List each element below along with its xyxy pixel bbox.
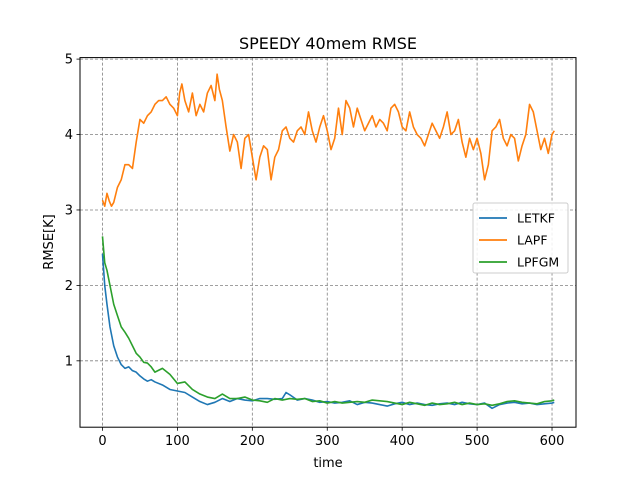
x-axis: 0 100 200 300 400 500 600 [98,427,564,449]
series-line-letkf [101,253,555,410]
x-axis-label: time [313,456,342,471]
x-tick-label: 200 [240,434,265,449]
x-tick-label: 0 [98,434,106,449]
y-axis: 1 2 3 4 5 [65,53,80,369]
legend: LETKF LAPF LPFGM [472,202,569,274]
grid [80,57,576,428]
x-tick-label: 100 [165,434,190,449]
plot-frame [79,57,577,428]
legend-label-lapf: LAPF [517,233,548,248]
y-tick-label: 1 [65,354,73,369]
series-group [101,73,555,410]
y-tick-label: 2 [65,279,73,294]
chart-title: SPEEDY 40mem RMSE [239,34,417,53]
y-tick-label: 3 [65,203,73,218]
legend-label-lpfgm: LPFGM [517,255,559,270]
series-line-lapf [101,73,555,207]
x-tick-label: 500 [465,434,490,449]
y-tick-label: 5 [65,53,73,68]
y-axis-label: RMSE[K] [42,214,57,269]
legend-box [472,202,569,274]
y-tick-label: 4 [65,128,73,143]
legend-label-letkf: LETKF [517,211,555,226]
series-line-lpfgm [101,236,555,407]
x-tick-label: 600 [540,434,565,449]
x-tick-label: 300 [315,434,340,449]
x-tick-label: 400 [390,434,415,449]
